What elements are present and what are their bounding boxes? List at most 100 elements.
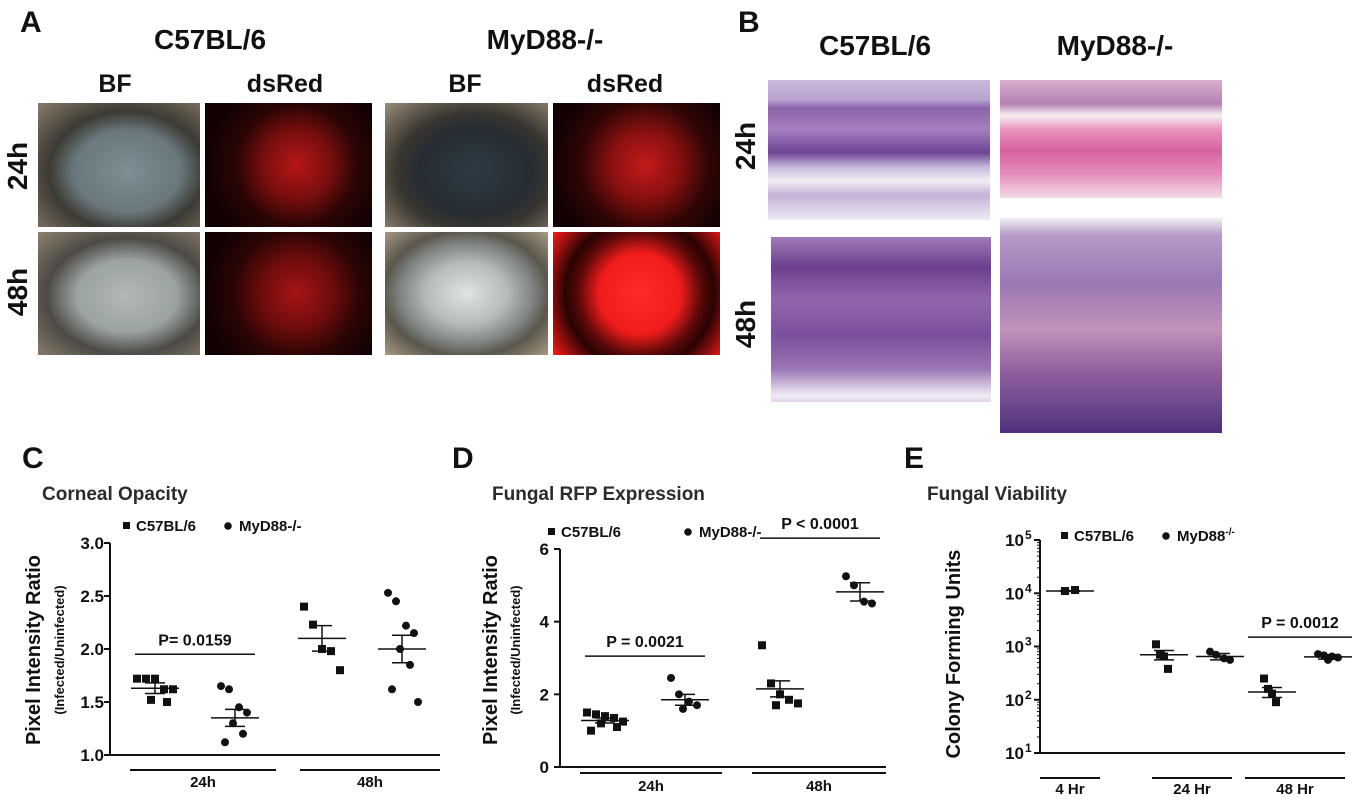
y-tick-label: 0 [540,758,549,777]
histology-wt-48h [771,237,991,402]
eye-photo-wt-dsred-48h [205,232,372,355]
histology-ko-24h [1000,80,1222,198]
legend-marker-square [1061,532,1068,539]
data-point [583,708,591,717]
data-point [767,679,775,688]
legend-label: MyD88-/- [1177,527,1235,545]
data-point [1260,674,1268,683]
legend-label: C57BL/6 [1074,528,1134,545]
x-group-label: 24h [638,778,664,795]
chart-title: Fungal RFP Expression [492,484,705,505]
legend-marker-circle [1162,532,1170,540]
data-point [160,685,168,694]
y-axis-label: Pixel Intensity Ratio [480,555,502,745]
histology-wt-24h [768,80,990,220]
y-tick-label: 2.0 [80,640,104,659]
legend-label: C57BL/6 [561,524,621,541]
data-point [402,621,410,630]
legend-marker-square [548,528,555,535]
y-axis-label: Colony Forming Units [943,550,965,759]
data-point [772,701,780,710]
panel-a-col-bf-1: BF [98,70,132,98]
data-point [1212,650,1220,659]
y-tick-exponent: 3 [1025,635,1032,649]
data-point [794,699,802,708]
legend-marker-circle [224,522,232,530]
data-point [613,723,621,732]
panel-label-a: A [20,6,42,39]
y-tick-exponent: 5 [1025,528,1032,542]
data-point [169,685,177,694]
eye-photo-ko-dsred-48h [553,232,720,355]
y-tick-label: 3.0 [80,534,104,553]
data-point [388,685,396,694]
data-point [1324,655,1332,664]
data-point [151,674,159,683]
data-point [758,641,766,650]
chart-title: Fungal Viability [927,484,1067,505]
data-point [679,704,687,713]
data-point [133,674,141,683]
y-tick-label: 10 [1005,531,1024,550]
data-point [785,695,793,704]
x-group-label: 48 Hr [1276,781,1314,798]
eye-photo-ko-dsred-24h [553,103,720,227]
data-point [163,698,171,706]
p-value-label: P = 0.0012 [1261,615,1339,632]
data-point [842,572,850,581]
y-tick-exponent: 2 [1025,688,1032,702]
y-tick-label: 6 [540,540,549,559]
y-tick-label: 2 [540,685,549,704]
panel-label: E [904,442,924,475]
y-tick-exponent: 1 [1025,741,1032,755]
y-tick-label: 10 [1005,584,1024,603]
data-point [685,697,693,706]
panel-a-col-dsred-1: dsRed [246,70,324,98]
x-group-label: 24h [190,774,216,791]
y-tick-label: 10 [1005,691,1024,710]
panel-a-col-bf-2: BF [448,70,482,98]
data-point [1152,640,1160,649]
panel-b-header-c57bl6: C57BL/6 [818,30,932,61]
data-point [300,602,308,611]
chart-panel-c: C Corneal Opacity C57BL/6 MyD88-/- 1.0 1.5 2.0… [22,442,440,791]
eye-photo-wt-dsred-24h [205,103,372,227]
p-value-label: P= 0.0159 [158,632,232,649]
eye-photo-wt-bf-48h [38,232,200,355]
p-value-label: P < 0.0001 [781,516,859,533]
x-group-label: 48h [806,778,832,795]
panel-a-header-myd88: MyD88-/- [486,24,604,55]
data-point [336,666,344,675]
x-group-label: 48h [357,774,383,791]
y-tick-label: 1.5 [80,693,104,712]
data-point [309,620,317,629]
data-point [225,685,233,694]
panel-a-header-c57bl6: C57BL/6 [153,24,267,55]
data-point [217,682,225,691]
y-axis-sublabel: (Infected/Uninfected) [52,585,67,714]
data-point [239,729,247,738]
y-tick-exponent: 4 [1025,581,1032,595]
data-point [142,674,150,683]
data-point [392,597,400,606]
panel-label: C [22,442,44,475]
histology-ko-48h [1000,218,1222,433]
y-tick-label: 1.0 [80,746,104,765]
eye-photo-ko-bf-24h [385,103,548,227]
data-point [243,708,251,717]
data-point [601,712,609,721]
chart-title: Corneal Opacity [42,484,188,505]
panel-label: D [452,442,474,475]
data-point [619,717,627,726]
panel-a-col-dsred-2: dsRed [586,70,664,98]
data-point [384,588,392,597]
data-point [693,701,701,710]
legend-label: MyD88-/- [239,518,302,535]
y-tick-label: 4 [540,613,550,632]
data-point [147,695,155,704]
legend-label: C57BL/6 [136,518,196,535]
data-point [587,726,595,735]
legend-label: MyD88-/- [699,524,762,541]
